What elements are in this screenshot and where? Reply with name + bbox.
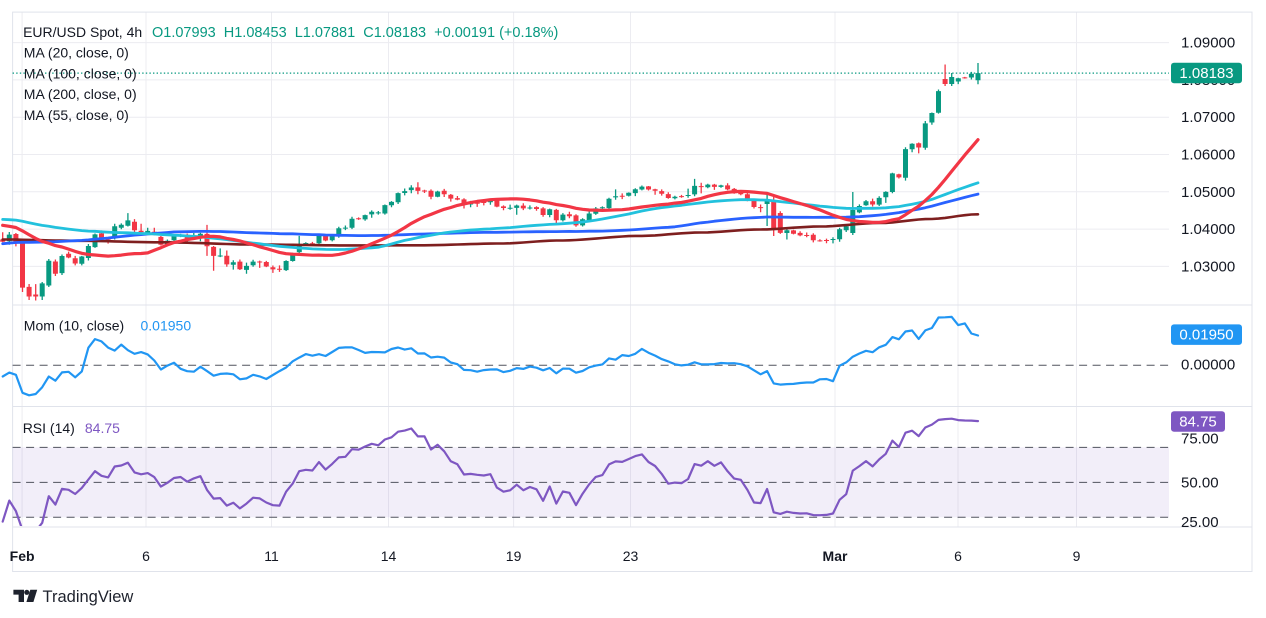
svg-text:50.00: 50.00 xyxy=(1181,474,1219,491)
svg-text:1.09000: 1.09000 xyxy=(1181,35,1235,52)
svg-text:23: 23 xyxy=(623,548,639,564)
svg-text:25.00: 25.00 xyxy=(1181,514,1219,531)
svg-text:RSI (14): RSI (14) xyxy=(23,420,75,436)
svg-text:0.01950: 0.01950 xyxy=(141,317,192,333)
svg-text:1.04000: 1.04000 xyxy=(1181,221,1235,238)
svg-text:11: 11 xyxy=(264,548,279,564)
svg-text:6: 6 xyxy=(142,548,150,564)
svg-text:1.03000: 1.03000 xyxy=(1181,258,1235,275)
svg-text:1.05000: 1.05000 xyxy=(1181,184,1235,201)
svg-text:19: 19 xyxy=(506,548,522,564)
svg-text:O1.07993 H1.08453 L1.07881: O1.07993 H1.08453 L1.07881 C1.08183 +0.0… xyxy=(152,25,558,41)
svg-text:Feb: Feb xyxy=(10,548,35,564)
svg-text:75.00: 75.00 xyxy=(1181,431,1219,448)
svg-text:84.75: 84.75 xyxy=(1179,414,1217,431)
svg-text:14: 14 xyxy=(381,548,397,564)
svg-text:0.01950: 0.01950 xyxy=(1179,327,1233,344)
svg-text:EUR/USD Spot, 4h: EUR/USD Spot, 4h xyxy=(23,24,142,40)
svg-text:84.75: 84.75 xyxy=(85,420,120,436)
svg-text:MA (20, close, 0): MA (20, close, 0) xyxy=(24,45,129,61)
svg-text:9: 9 xyxy=(1073,548,1081,564)
svg-text:0.00000: 0.00000 xyxy=(1181,357,1235,374)
svg-text:MA (55, close, 0): MA (55, close, 0) xyxy=(24,107,129,123)
svg-text:Mar: Mar xyxy=(823,548,848,564)
svg-text:1.08183: 1.08183 xyxy=(1179,65,1233,82)
svg-text:1.07000: 1.07000 xyxy=(1181,109,1235,126)
svg-text:TradingView: TradingView xyxy=(43,588,134,606)
svg-text:MA (200, close, 0): MA (200, close, 0) xyxy=(24,86,137,102)
svg-text:6: 6 xyxy=(954,548,962,564)
svg-text:1.06000: 1.06000 xyxy=(1181,147,1235,164)
svg-text:MA (100, close, 0): MA (100, close, 0) xyxy=(24,65,137,81)
svg-text:Mom (10, close): Mom (10, close) xyxy=(24,317,124,333)
